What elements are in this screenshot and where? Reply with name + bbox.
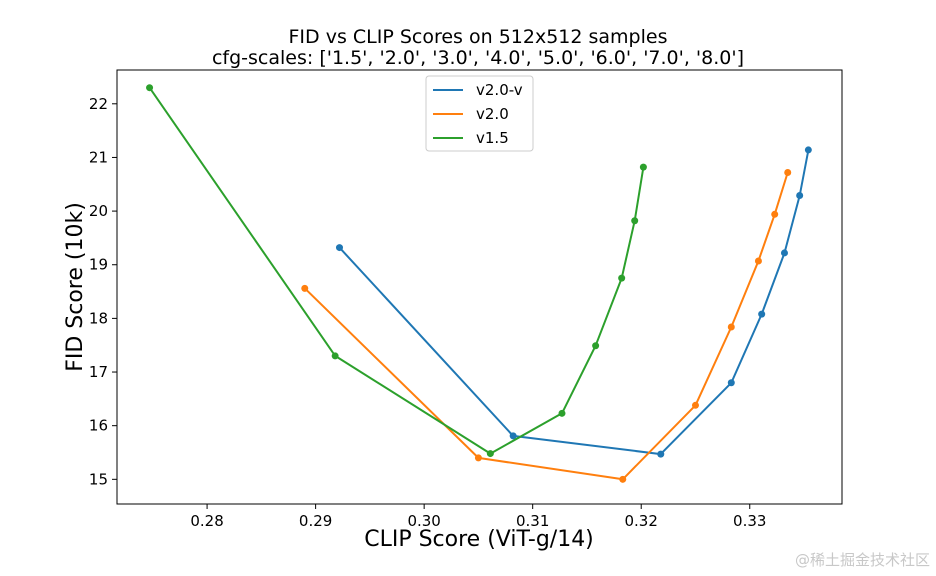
legend-entry: v1.5: [476, 129, 509, 147]
legend-box: [425, 75, 534, 152]
series-v2.0-v: [335, 146, 812, 458]
data-point: [486, 450, 494, 458]
data-point: [631, 217, 639, 225]
data-point: [509, 432, 517, 440]
x-tick-label: 0.33: [733, 512, 766, 530]
data-point: [618, 274, 626, 282]
x-tick-label: 0.31: [516, 512, 549, 530]
y-tick-label: 21: [89, 148, 108, 166]
legend: v2.0-v v2.0 v1.5: [425, 75, 534, 152]
data-point: [331, 352, 339, 360]
legend-entry: v2.0-v: [476, 81, 523, 99]
chart-subtitle: cfg-scales: ['1.5', '2.0', '3.0', '4.0',…: [212, 47, 744, 69]
y-tick-label: 22: [89, 95, 108, 113]
data-point: [558, 409, 566, 417]
series-line: [148, 87, 645, 455]
data-point: [727, 323, 735, 331]
data-point: [146, 84, 154, 92]
x-tick-label: 0.28: [190, 512, 223, 530]
series-v1.5: [146, 84, 647, 458]
x-tick-label: 0.30: [407, 512, 440, 530]
plot-frame: [116, 69, 843, 505]
data-point: [727, 379, 735, 387]
y-tick-label: 17: [89, 363, 108, 381]
x-axis-label: CLIP Score (ViT-g/14): [364, 527, 594, 552]
data-point: [758, 310, 766, 318]
y-tick-label: 15: [89, 470, 108, 488]
data-point: [804, 146, 812, 154]
y-axis-label: FID Score (10k): [63, 202, 88, 372]
watermark: @稀土掘金技术社区: [794, 551, 930, 569]
data-point: [754, 257, 762, 265]
y-tick-label: 19: [89, 256, 108, 274]
data-point: [619, 475, 627, 483]
x-tick-label: 0.32: [625, 512, 658, 530]
data-point: [592, 342, 600, 350]
chart-title: FID vs CLIP Scores on 512x512 samples: [289, 26, 668, 48]
x-tick-label: 0.29: [299, 512, 332, 530]
series-layer: [146, 84, 812, 483]
y-axis-ticks: 15 16 17 18 19 20 21 22: [89, 95, 117, 488]
data-point: [780, 249, 788, 257]
data-point: [784, 168, 792, 176]
y-tick-label: 16: [89, 417, 108, 435]
y-tick-label: 20: [89, 202, 108, 220]
data-point: [301, 284, 309, 292]
data-point: [796, 192, 804, 200]
series-v2.0: [301, 168, 792, 483]
data-point: [771, 210, 779, 218]
x-axis-ticks: 0.28 0.29 0.30 0.31 0.32 0.33: [190, 504, 766, 530]
y-tick-label: 18: [89, 309, 108, 327]
data-point: [639, 163, 647, 171]
data-point: [474, 454, 482, 462]
series-line: [338, 149, 810, 456]
legend-entry: v2.0: [476, 105, 509, 123]
data-point: [691, 401, 699, 409]
data-point: [657, 450, 665, 458]
series-line: [304, 172, 789, 481]
data-point: [335, 244, 343, 252]
